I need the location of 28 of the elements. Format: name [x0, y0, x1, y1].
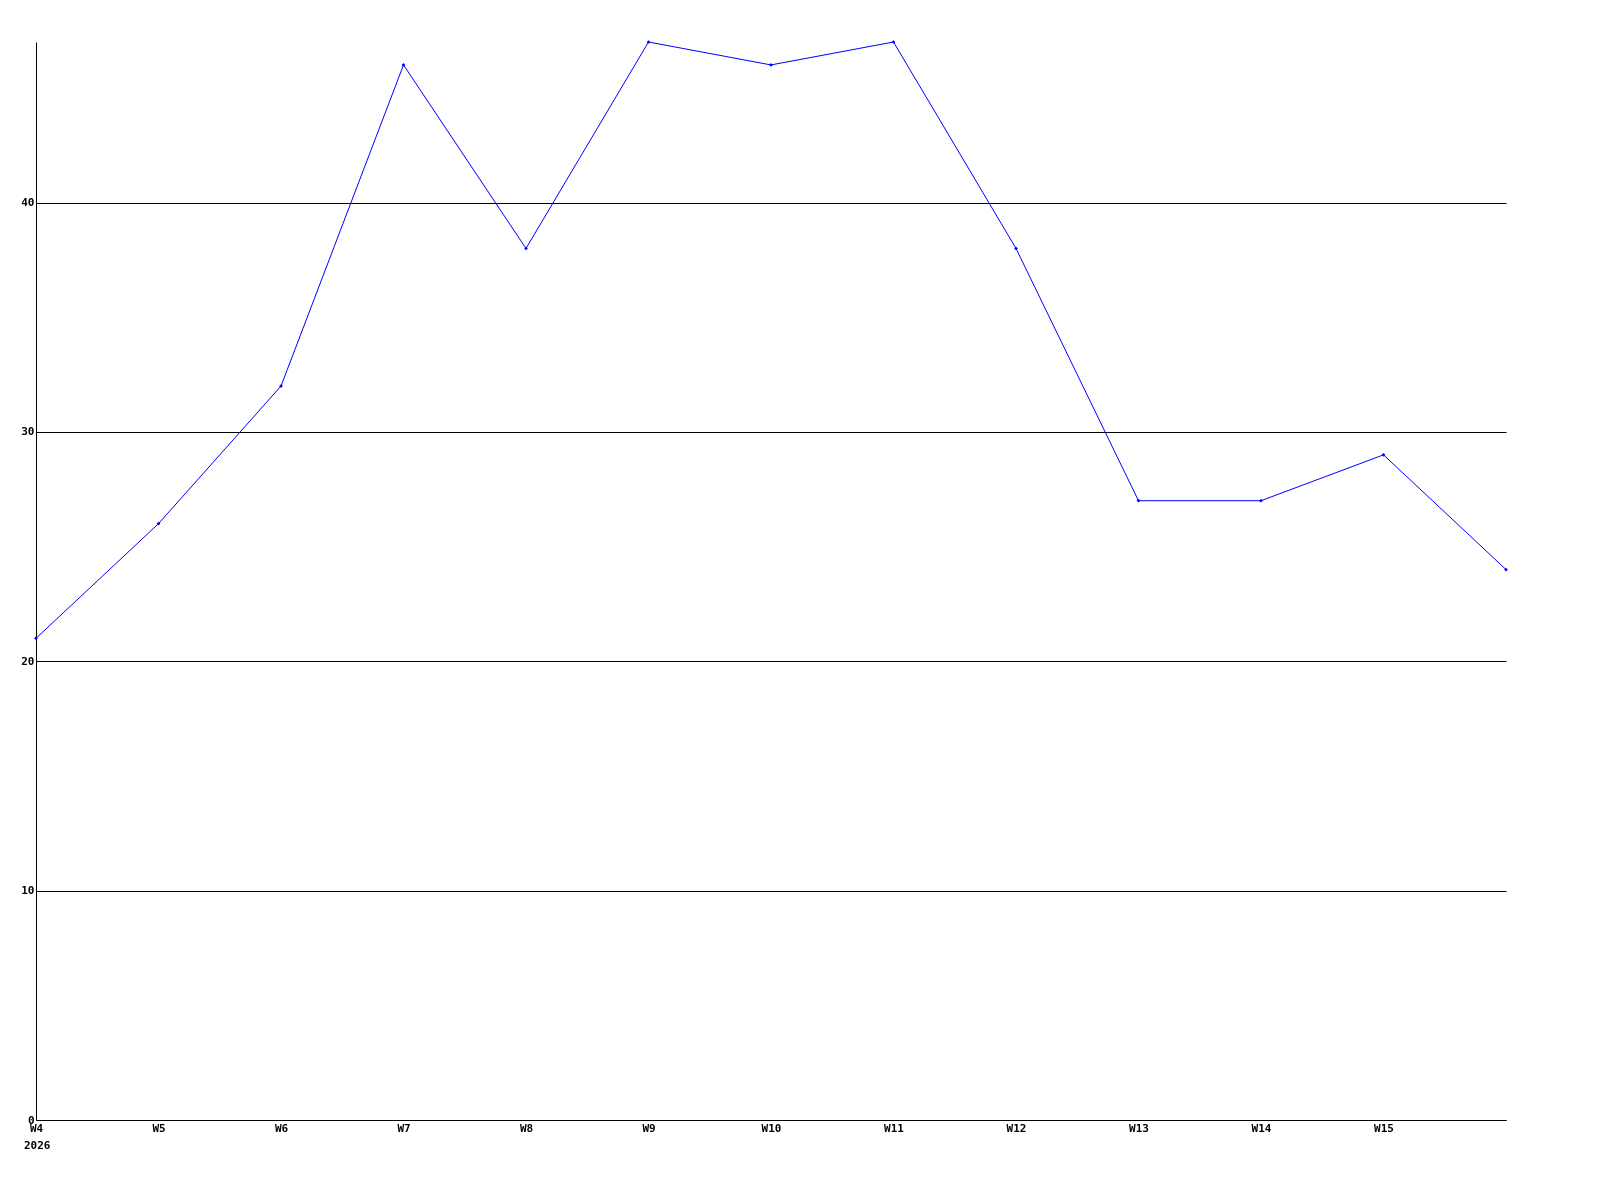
x-tick-label: W11	[884, 1121, 905, 1135]
point	[646, 40, 651, 44]
x-tick-label: W13	[1129, 1121, 1149, 1135]
point	[1381, 452, 1386, 457]
text: 2026	[24, 1139, 51, 1152]
point	[401, 63, 406, 67]
point	[1136, 498, 1141, 503]
x-tick-label: W9	[642, 1121, 656, 1135]
point	[1259, 498, 1263, 503]
x-tick-label: W7	[397, 1121, 411, 1135]
point	[524, 246, 528, 251]
point	[891, 40, 896, 44]
y-tick-label: 10	[21, 884, 35, 898]
x-tick-label: W8	[519, 1121, 534, 1135]
x-tick-label: W5	[152, 1121, 166, 1135]
x-tick-label: W15	[1374, 1121, 1394, 1135]
x-tick-label: W6	[274, 1121, 289, 1135]
point	[1504, 567, 1508, 572]
x-tick-label: W14	[1251, 1121, 1272, 1135]
x-tick-label: W10	[761, 1121, 782, 1135]
line-series	[34, 40, 1508, 641]
point	[34, 636, 38, 641]
x-tick-label: W12	[1006, 1121, 1027, 1135]
point	[1014, 246, 1018, 251]
y-tick-label: 40	[21, 196, 35, 210]
y-tick-label: 20	[21, 654, 35, 668]
point	[156, 521, 161, 526]
y-tick-label: 30	[21, 425, 35, 439]
